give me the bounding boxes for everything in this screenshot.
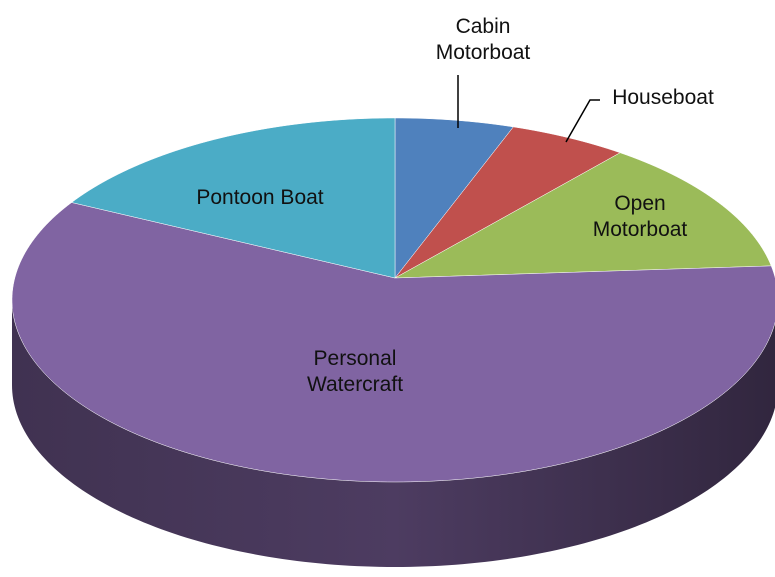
slice	[394, 117, 514, 279]
slice-side	[12, 300, 775, 567]
slice	[11, 202, 775, 483]
slice	[394, 152, 772, 279]
slice-label: Pontoon Boat	[196, 185, 324, 209]
slice	[71, 117, 396, 279]
slice-label: Houseboat	[612, 85, 714, 109]
leader-line	[565, 99, 600, 143]
slice-label: Cabin Motorboat	[435, 14, 531, 64]
slice-label: Personal Watercraft	[306, 346, 404, 396]
slice-label: Open Motorboat	[592, 191, 688, 241]
